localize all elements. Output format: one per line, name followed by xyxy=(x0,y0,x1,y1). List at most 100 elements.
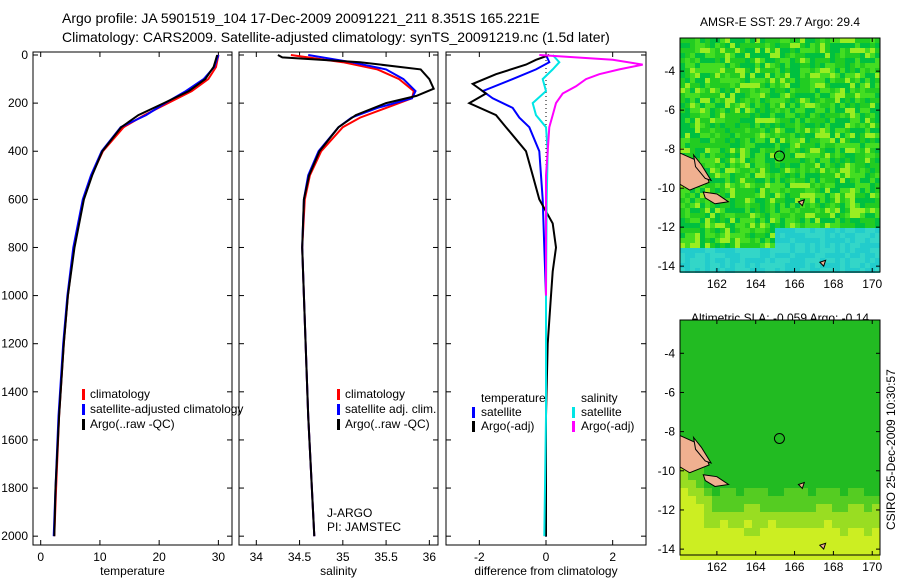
map-cell xyxy=(720,360,728,368)
map-cell xyxy=(865,243,870,248)
map-cell xyxy=(860,253,865,258)
map-cell xyxy=(865,73,870,78)
legend-label: satellite xyxy=(481,405,522,419)
map-cell xyxy=(745,238,750,243)
map-cell xyxy=(795,268,800,273)
map-cell xyxy=(725,213,730,218)
map-cell xyxy=(795,153,800,158)
map-cell xyxy=(695,218,700,223)
map-cell xyxy=(715,88,720,93)
y-tick-label: -6 xyxy=(664,103,675,117)
map-cell xyxy=(865,58,870,63)
map-cell xyxy=(792,488,800,496)
map-cell xyxy=(735,173,740,178)
map-cell xyxy=(728,552,736,560)
map-cell xyxy=(725,78,730,83)
map-cell xyxy=(712,496,720,504)
map-cell xyxy=(795,58,800,63)
map-cell xyxy=(832,472,840,480)
map-cell xyxy=(870,83,875,88)
map-cell xyxy=(860,213,865,218)
map-cell xyxy=(840,183,845,188)
legend-swatch xyxy=(82,419,85,430)
map-cell xyxy=(735,128,740,133)
map-cell xyxy=(872,368,880,376)
map-cell xyxy=(790,263,795,268)
map-cell xyxy=(795,73,800,78)
map-cell xyxy=(735,113,740,118)
map-cell xyxy=(680,320,688,328)
map-cell xyxy=(760,183,765,188)
map-cell xyxy=(800,173,805,178)
map-cell xyxy=(875,48,880,53)
map-cell xyxy=(860,263,865,268)
map-cell xyxy=(736,544,744,552)
figure-title-line2: Climatology: CARS2009. Satellite-adjuste… xyxy=(62,29,610,45)
map-cell xyxy=(860,248,865,253)
map-cell xyxy=(848,400,856,408)
map-cell xyxy=(770,223,775,228)
map-cell xyxy=(830,253,835,258)
map-cell xyxy=(765,83,770,88)
map-cell xyxy=(816,352,824,360)
map-cell xyxy=(850,123,855,128)
map-cell xyxy=(855,258,860,263)
map-cell xyxy=(680,376,688,384)
map-cell xyxy=(864,552,872,560)
map-cell xyxy=(824,480,832,488)
map-cell xyxy=(744,432,752,440)
map-cell xyxy=(770,113,775,118)
map-cell xyxy=(845,208,850,213)
map-cell xyxy=(715,73,720,78)
map-cell xyxy=(775,268,780,273)
map-cell xyxy=(790,108,795,113)
map-cell xyxy=(808,472,816,480)
map-cell xyxy=(740,63,745,68)
map-cell xyxy=(850,213,855,218)
map-cell xyxy=(860,198,865,203)
map-cell xyxy=(720,352,728,360)
map-cell xyxy=(810,188,815,193)
map-cell xyxy=(805,233,810,238)
map-cell xyxy=(865,228,870,233)
map-cell xyxy=(800,188,805,193)
map-cell xyxy=(855,183,860,188)
map-cell xyxy=(875,178,880,183)
map-cell xyxy=(800,456,808,464)
map-cell xyxy=(795,88,800,93)
map-cell xyxy=(700,263,705,268)
map-cell xyxy=(815,68,820,73)
map-cell xyxy=(760,392,768,400)
x-tick-label: 170 xyxy=(862,277,882,291)
map-cell xyxy=(765,188,770,193)
map-cell xyxy=(750,213,755,218)
map-cell xyxy=(830,203,835,208)
map-cell xyxy=(685,43,690,48)
map-cell xyxy=(785,213,790,218)
map-cell xyxy=(856,360,864,368)
map-cell xyxy=(744,504,752,512)
map-cell xyxy=(770,63,775,68)
map-cell xyxy=(730,128,735,133)
map-cell xyxy=(755,118,760,123)
map-cell xyxy=(752,424,760,432)
map-cell xyxy=(792,520,800,528)
map-cell xyxy=(744,480,752,488)
map-cell xyxy=(860,208,865,213)
map-cell xyxy=(750,108,755,113)
map-cell xyxy=(704,512,712,520)
map-cell xyxy=(736,336,744,344)
map-cell xyxy=(685,88,690,93)
map-cell xyxy=(685,138,690,143)
map-cell xyxy=(700,188,705,193)
map-cell xyxy=(695,83,700,88)
map-cell xyxy=(870,193,875,198)
map-cell xyxy=(795,183,800,188)
map-cell xyxy=(720,496,728,504)
map-cell xyxy=(755,188,760,193)
map-cell xyxy=(735,208,740,213)
map-cell xyxy=(820,93,825,98)
map-cell xyxy=(825,148,830,153)
map-cell xyxy=(835,153,840,158)
map-cell xyxy=(856,400,864,408)
